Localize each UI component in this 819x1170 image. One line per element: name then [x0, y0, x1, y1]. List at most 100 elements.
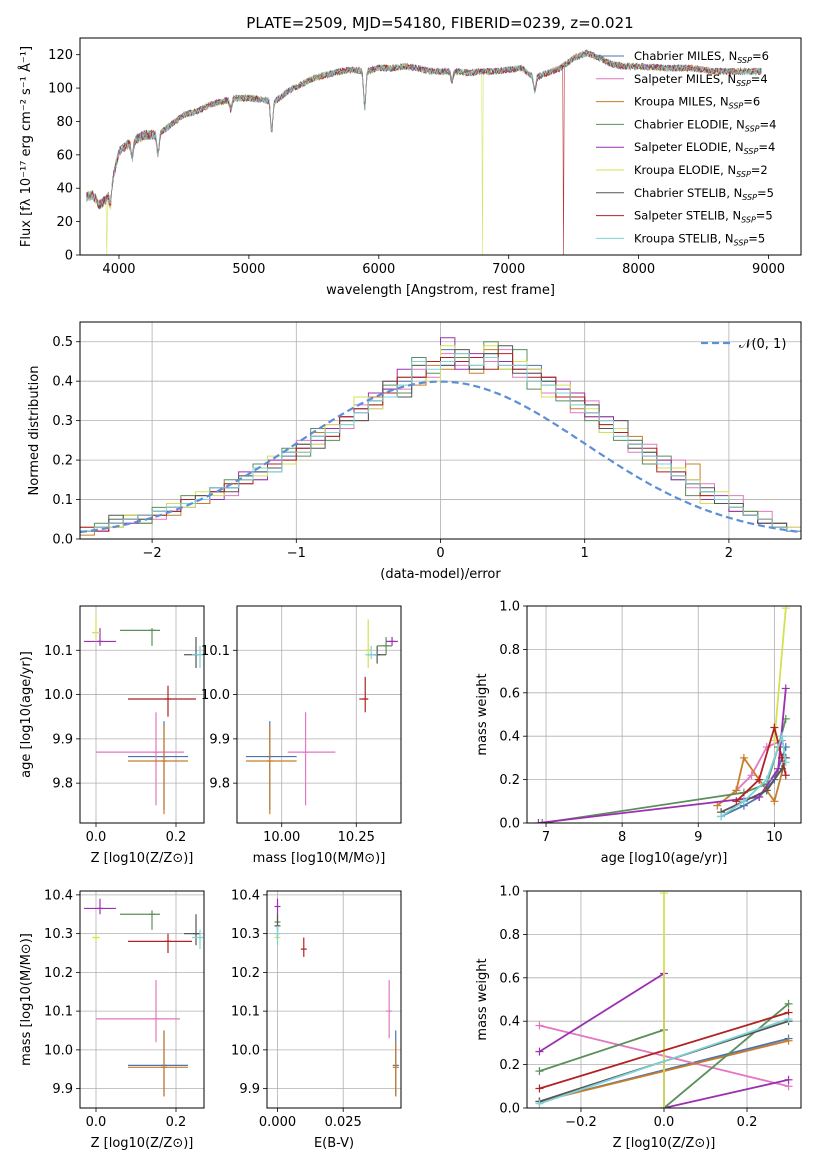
legend-label: 𝒩(0, 1): [739, 337, 786, 352]
x-axis-label: age [log10(age/yr)]: [601, 851, 728, 866]
data-point: [128, 1030, 188, 1097]
y-tick-label: 0.1: [52, 493, 73, 508]
y-tick-label: 20: [56, 215, 73, 230]
y-tick-label: 10.0: [201, 688, 230, 703]
weight-vs-Z-axes: −0.2 0.0 0.2 0.0 0.2 0.4 0.6 0.8 1.0 Z [log10(Z/Z…: [475, 885, 801, 1151]
data-point: [300, 937, 307, 957]
legend-label: Chabrier MILES, NSSP=6: [634, 49, 769, 65]
y-tick-label: 10.0: [44, 1043, 73, 1058]
x-tick-label: 5000: [232, 262, 265, 277]
x-tick-label: 7000: [492, 262, 525, 277]
weight-vs-age-axes: 7 8 9 10 0.0 0.2 0.4 0.6 0.8 1.0 age [log10(age/yr…: [475, 600, 801, 866]
spectrum-legend: Chabrier MILES, NSSP=6 Salpeter MILES, NS…: [596, 49, 776, 247]
y-tick-label: 9.9: [239, 1082, 260, 1097]
y-tick-label: 40: [56, 182, 73, 197]
y-axis-label: age [log10(age/yr)]: [19, 651, 34, 778]
weight-vs-Z-frame: [526, 890, 802, 1109]
data-point: [392, 1042, 399, 1097]
data-point: [184, 914, 200, 946]
y-tick-label: 0.4: [52, 375, 73, 390]
mass-vs-Z-frame: [79, 890, 205, 1109]
y-tick-label: 100: [48, 82, 73, 97]
age-vs-mass-frame: [236, 605, 402, 824]
age-vs-mass-axes: 10.00 10.25 9.8 9.9 10.0 10.1 mass [log10(M/M⊙…: [201, 606, 401, 866]
x-axis-label: Z [log10(Z/Z⊙)]: [613, 1136, 716, 1151]
x-tick-label: 6000: [362, 262, 395, 277]
x-tick-label: 0.0: [654, 1115, 675, 1130]
x-tick-label: 0.0: [86, 1115, 107, 1130]
x-tick-label: 1: [581, 546, 589, 561]
x-tick-label: 8: [618, 830, 626, 845]
data-point: [84, 628, 116, 646]
weight-vs-age-lines: [534, 606, 790, 823]
y-tick-label: 0.4: [499, 1015, 520, 1030]
y-tick-label: 60: [56, 148, 73, 163]
x-tick-label: −0.2: [565, 1115, 597, 1130]
y-tick-label: 0.3: [52, 414, 73, 429]
legend-label: Salpeter MILES, NSSP=4: [634, 72, 768, 88]
x-tick-label: 0.025: [325, 1115, 362, 1130]
legend-label: Kroupa STELIB, NSSP=5: [634, 231, 765, 247]
mass-vs-ebv-points: [274, 898, 399, 1097]
mass-vs-Z-axes: 0.0 0.2 9.9 10.0 10.1 10.2 10.3 10.4 Z [log10(Z/…: [19, 888, 204, 1151]
y-axis-label: mass weight: [475, 958, 490, 1040]
age-vs-Z-points: [84, 614, 203, 815]
x-tick-label: 9000: [752, 262, 785, 277]
x-tick-label: 10.25: [338, 830, 375, 845]
data-point: [365, 619, 372, 668]
gaussian-curve: [80, 380, 801, 534]
y-tick-label: 0.8: [499, 928, 520, 943]
y-tick-label: 0.8: [499, 643, 520, 658]
data-point: [84, 898, 116, 915]
y-tick-label: 0.2: [499, 773, 520, 788]
y-tick-label: 10.2: [44, 966, 73, 981]
y-tick-label: 10.4: [44, 888, 73, 903]
y-axis-label: Normed distribution: [27, 366, 42, 496]
x-tick-label: 9: [694, 830, 702, 845]
residual-histogram: [80, 353, 801, 539]
data-point: [92, 614, 100, 642]
x-tick-label: 2: [725, 546, 733, 561]
data-point: [377, 637, 393, 655]
y-tick-label: 0.0: [52, 533, 73, 548]
weight-vs-age-frame: [526, 605, 802, 824]
age-vs-Z-axes: 0.0 0.2 9.8 9.9 10.0 10.1 Z [log10(Z/Z⊙)] age […: [19, 606, 204, 866]
x-axis-label: mass [log10(M/M⊙)]: [253, 851, 386, 866]
y-tick-label: 9.8: [209, 777, 230, 792]
x-tick-label: 0.000: [259, 1115, 296, 1130]
mass-vs-ebv-axes: 0.000 0.025 9.9 10.0 10.1 10.2 10.3 10.4 E(B-V): [231, 888, 401, 1151]
y-axis-label: Flux [fλ 10⁻¹⁷ erg cm⁻² s⁻¹ Å⁻¹]: [18, 46, 34, 247]
x-tick-label: 10.00: [263, 830, 300, 845]
y-tick-label: 10.0: [44, 688, 73, 703]
x-tick-label: 0.2: [166, 830, 187, 845]
data-point: [365, 645, 378, 660]
x-tick-label: 7: [542, 830, 550, 845]
y-tick-label: 1.0: [499, 600, 520, 615]
legend-label: Chabrier ELODIE, NSSP=4: [634, 117, 776, 133]
mass-vs-Z-points: [84, 898, 203, 1097]
data-point: [96, 712, 184, 806]
data-point: [274, 925, 281, 946]
y-tick-label: 80: [56, 115, 73, 130]
spectrum-lines: [86, 48, 762, 255]
residuals-frame: [79, 321, 802, 540]
weight-series-line: [539, 1018, 789, 1105]
y-axis-label: mass [log10(M/M⊙)]: [19, 933, 34, 1066]
spectrum-frame: [79, 37, 802, 256]
data-point: [128, 933, 192, 953]
x-tick-label: 10: [766, 830, 783, 845]
y-tick-label: 9.8: [52, 777, 73, 792]
spectrum-series-line: [86, 50, 762, 206]
data-point: [274, 898, 281, 915]
y-tick-label: 10.1: [201, 644, 230, 659]
y-tick-label: 10.1: [44, 1005, 73, 1020]
data-point: [120, 628, 160, 646]
data-point: [96, 980, 180, 1043]
x-axis-label: Z [log10(Z/Z⊙)]: [91, 1136, 194, 1151]
y-tick-label: 0.6: [499, 686, 520, 701]
y-tick-label: 10.3: [231, 927, 260, 942]
y-tick-label: 10.4: [231, 888, 260, 903]
mass-vs-ebv-frame: [266, 890, 402, 1109]
figure-title: PLATE=2509, MJD=54180, FIBERID=0239, z=0…: [246, 14, 633, 32]
y-tick-label: 1.0: [499, 885, 520, 900]
